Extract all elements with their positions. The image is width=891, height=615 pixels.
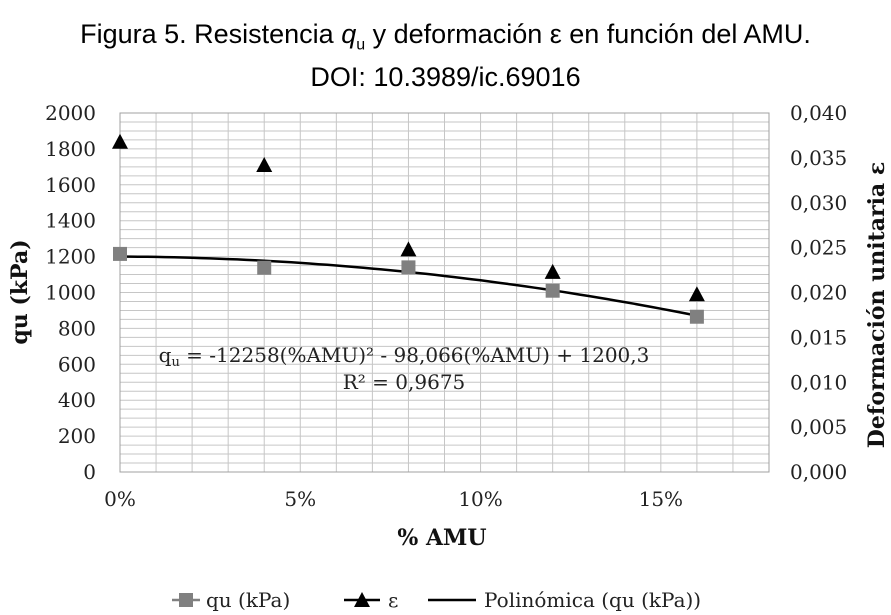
- y-tick-label: 1600: [45, 173, 96, 197]
- epsilon-point: [544, 263, 561, 279]
- epsilon-point: [112, 133, 128, 149]
- y2-axis-ticks: 0,000 0,005 0,010 0,015 0,020 0,025 0,030 0,035…: [790, 101, 847, 484]
- y-tick-label: 200: [58, 424, 96, 448]
- plot-area-border: [119, 112, 770, 473]
- qu-point: [401, 260, 416, 275]
- qu-point: [545, 283, 560, 298]
- legend-epsilon-label: ε: [388, 588, 398, 612]
- y2-tick-label: 0,035: [790, 146, 847, 170]
- figure-caption: Figura 5. Resistencia qu y deformación ε…: [0, 18, 891, 61]
- epsilon-point: [688, 286, 705, 302]
- qu-point: [257, 260, 272, 275]
- legend: qu (kPa) ε Polinómica (qu (kPa)): [172, 588, 701, 612]
- caption-subscript: u: [356, 36, 366, 54]
- x-tick-label: 15%: [639, 487, 683, 511]
- y-axis-title: qu (kPa): [7, 239, 33, 344]
- y2-tick-label: 0,010: [790, 370, 847, 394]
- figure-doi: DOI: 10.3989/ic.69016: [310, 62, 581, 93]
- y-tick-label: 600: [58, 352, 96, 376]
- x-tick-label: 5%: [284, 487, 316, 511]
- y2-tick-label: 0,025: [790, 236, 847, 260]
- y2-tick-label: 0,000: [790, 460, 847, 484]
- x-tick-label: 10%: [458, 487, 502, 511]
- y2-tick-label: 0,005: [790, 415, 847, 439]
- y-tick-label: 1200: [45, 245, 96, 269]
- y-tick-label: 400: [58, 388, 96, 412]
- y2-tick-label: 0,040: [790, 101, 847, 125]
- trend-equation: qu = -12258(%AMU)² - 98,066(%AMU) + 1200…: [159, 343, 650, 370]
- caption-suffix: y deformación ε en función del AMU.: [365, 19, 811, 49]
- grid: [120, 113, 769, 472]
- y2-tick-label: 0,020: [790, 281, 847, 305]
- legend-trend-label: Polinómica (qu (kPa)): [484, 588, 701, 612]
- legend-epsilon-marker: [354, 592, 370, 607]
- caption-prefix: Figura 5. Resistencia: [80, 19, 342, 49]
- epsilon-point: [400, 241, 417, 257]
- y2-axis-title: Deformación unitaria ε: [864, 162, 890, 448]
- y2-tick-label: 0,030: [790, 191, 847, 215]
- legend-qu-label: qu (kPa): [206, 588, 290, 612]
- r-squared: R² = 0,9675: [343, 370, 466, 394]
- y-tick-label: 1000: [45, 281, 96, 305]
- figure-title: Figura 5. Resistencia qu y deformación ε…: [0, 18, 891, 94]
- y-tick-label: 2000: [45, 101, 96, 125]
- qu-point: [689, 309, 704, 324]
- y-tick-label: 1400: [45, 209, 96, 233]
- x-axis-title: % AMU: [397, 525, 486, 551]
- y-tick-label: 1800: [45, 137, 96, 161]
- qu-point: [113, 246, 127, 261]
- y2-tick-label: 0,015: [790, 325, 847, 349]
- epsilon-point: [256, 157, 273, 173]
- series-markers: [112, 133, 705, 324]
- x-tick-label: 0%: [104, 487, 136, 511]
- legend-qu-marker: [179, 593, 193, 607]
- x-axis-ticks: 0% 5% 10% 15%: [104, 487, 683, 511]
- y-tick-label: 800: [58, 316, 96, 340]
- caption-symbol: q: [341, 19, 357, 49]
- y-axis-ticks: 0 200 400 600 800 1000 1200 1400 1600 1800 2000: [45, 101, 96, 484]
- y-tick-label: 0: [83, 460, 96, 484]
